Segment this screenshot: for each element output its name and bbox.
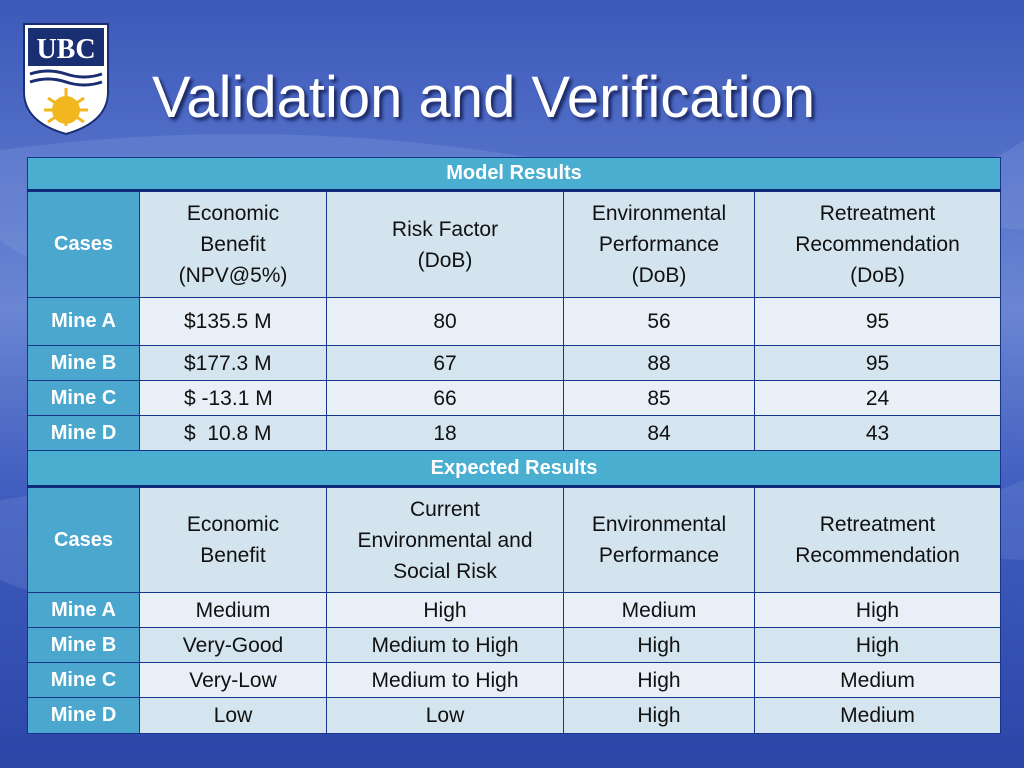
- data-cell: Low: [139, 697, 327, 734]
- header-cell: Cases: [27, 190, 140, 298]
- header-line: Environmental: [591, 202, 727, 225]
- results-table: Model Results Cases Economic Benefit (NPV@5%…: [26, 157, 1002, 734]
- data-row: Mine B Very-Good Medium to High High High: [27, 627, 1002, 663]
- header-line: Performance: [598, 233, 720, 256]
- header-cell: Current Environmental and Social Risk: [326, 486, 564, 593]
- data-cell: Medium to High: [326, 627, 564, 663]
- header-cell: Cases: [27, 486, 140, 593]
- data-row: Mine C Very-Low Medium to High High Medium: [27, 662, 1002, 698]
- header-line: Risk Factor: [391, 217, 499, 241]
- data-cell: Very-Good: [139, 627, 327, 663]
- case-cell: Mine B: [27, 345, 140, 381]
- data-row: Mine A Medium High Medium High: [27, 592, 1002, 628]
- case-cell: Mine A: [27, 297, 140, 346]
- data-cell: High: [753, 627, 1002, 663]
- data-row: Mine D Low Low High Medium: [27, 697, 1002, 734]
- data-cell: 88: [563, 345, 755, 381]
- header-row: Cases Economic Benefit (NPV@5%) Risk Factor (…: [27, 190, 1002, 298]
- header-line: Recommendation: [795, 544, 960, 567]
- data-cell: Medium: [563, 592, 755, 628]
- data-cell: 24: [753, 380, 1002, 416]
- section-heading-row: Expected Results: [26, 450, 1002, 488]
- header-line: Social Risk: [393, 559, 497, 583]
- data-cell: High: [563, 697, 755, 734]
- data-cell: 95: [753, 345, 1002, 381]
- data-cell: $135.5 M: [139, 297, 327, 346]
- data-cell: 95: [753, 297, 1002, 346]
- header-line: Benefit: [200, 233, 266, 256]
- case-cell: Mine C: [27, 662, 140, 698]
- header-line: Benefit: [200, 544, 266, 567]
- data-cell: 56: [563, 297, 755, 346]
- header-line: Retreatment: [819, 513, 936, 536]
- data-cell: 43: [753, 415, 1002, 451]
- header-line: Performance: [598, 544, 720, 567]
- data-cell: Medium: [753, 662, 1002, 698]
- data-cell: $ 10.8 M: [139, 415, 327, 451]
- header-cell: Economic Benefit (NPV@5%): [139, 190, 327, 298]
- header-line: (NPV@5%): [178, 264, 288, 287]
- header-cell: Economic Benefit: [139, 486, 327, 593]
- header-line: (DoB): [631, 264, 687, 287]
- header-line: Environmental: [591, 513, 727, 536]
- header-line: (DoB): [850, 264, 905, 287]
- header-line: Retreatment: [819, 202, 936, 225]
- header-line: Economic: [186, 202, 280, 225]
- logo-text: UBC: [36, 34, 95, 65]
- data-cell: Very-Low: [139, 662, 327, 698]
- header-line: Cases: [54, 528, 113, 551]
- header-cell: Risk Factor (DoB): [326, 190, 564, 298]
- header-cell: Retreatment Recommendation: [753, 486, 1002, 593]
- data-row: Mine B $177.3 M 67 88 95: [27, 345, 1002, 381]
- case-cell: Mine A: [27, 592, 140, 628]
- header-line: Economic: [186, 513, 280, 536]
- data-cell: $177.3 M: [139, 345, 327, 381]
- data-cell: Medium to High: [326, 662, 564, 698]
- data-cell: Low: [326, 697, 564, 734]
- slide-title: Validation and Verification: [152, 65, 816, 130]
- header-cell: Retreatment Recommendation (DoB): [753, 190, 1002, 298]
- section-heading: Expected Results: [26, 450, 1002, 488]
- data-cell: 85: [563, 380, 755, 416]
- header-row: Cases Economic Benefit Current Environmental…: [27, 486, 1002, 593]
- header-cell: Environmental Performance (DoB): [563, 190, 755, 298]
- data-cell: 67: [326, 345, 564, 381]
- data-cell: High: [563, 627, 755, 663]
- header-line: Cases: [54, 233, 113, 255]
- data-row: Mine A $135.5 M 80 56 95: [27, 297, 1002, 346]
- data-cell: Medium: [753, 697, 1002, 734]
- data-cell: $ -13.1 M: [139, 380, 327, 416]
- data-cell: High: [326, 592, 564, 628]
- case-cell: Mine B: [27, 627, 140, 663]
- data-cell: 66: [326, 380, 564, 416]
- data-cell: High: [753, 592, 1002, 628]
- header-line: Environmental and: [357, 528, 533, 552]
- logo: UBC: [23, 23, 109, 136]
- data-cell: 84: [563, 415, 755, 451]
- header-line: (DoB): [417, 248, 473, 272]
- data-cell: 18: [326, 415, 564, 451]
- data-row: Mine C $ -13.1 M 66 85 24: [27, 380, 1002, 416]
- section-heading-row: Model Results: [26, 157, 1002, 192]
- data-cell: High: [563, 662, 755, 698]
- section-heading: Model Results: [26, 157, 1002, 192]
- data-cell: 80: [326, 297, 564, 346]
- case-cell: Mine D: [27, 697, 140, 734]
- case-cell: Mine D: [27, 415, 140, 451]
- case-cell: Mine C: [27, 380, 140, 416]
- data-row: Mine D $ 10.8 M 18 84 43: [27, 415, 1002, 451]
- data-cell: Medium: [139, 592, 327, 628]
- header-cell: Environmental Performance: [563, 486, 755, 593]
- header-line: Recommendation: [795, 233, 960, 256]
- header-line: Current: [409, 497, 481, 521]
